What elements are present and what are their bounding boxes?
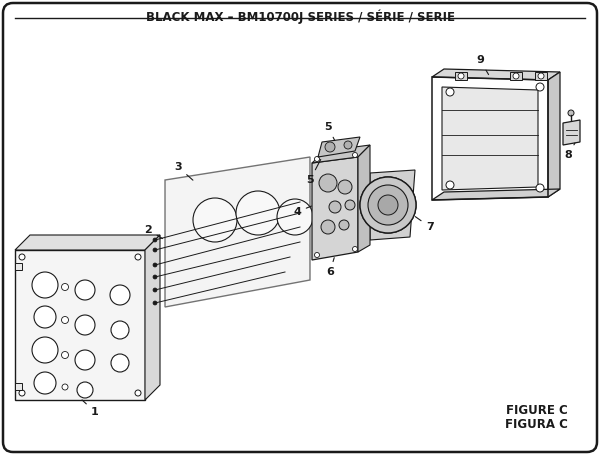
Circle shape (513, 73, 519, 79)
Circle shape (446, 88, 454, 96)
Circle shape (360, 177, 416, 233)
Circle shape (360, 177, 416, 233)
Text: 9: 9 (476, 55, 488, 75)
Circle shape (345, 200, 355, 210)
Polygon shape (312, 157, 358, 260)
Circle shape (62, 317, 68, 324)
Circle shape (135, 390, 141, 396)
Circle shape (344, 141, 352, 149)
Polygon shape (15, 263, 22, 270)
Circle shape (353, 152, 358, 157)
Polygon shape (15, 250, 145, 400)
Text: 7: 7 (415, 217, 434, 232)
Polygon shape (432, 69, 560, 80)
Circle shape (368, 185, 408, 225)
Circle shape (319, 174, 337, 192)
Circle shape (32, 337, 58, 363)
Text: FIGURA C: FIGURA C (505, 418, 568, 431)
Circle shape (193, 198, 237, 242)
Text: 4: 4 (293, 206, 311, 217)
Text: 8: 8 (564, 143, 575, 160)
Circle shape (153, 301, 157, 305)
Text: BLACK MAX – BM10700J SERIES / SÉRIE / SERIE: BLACK MAX – BM10700J SERIES / SÉRIE / SE… (146, 10, 455, 25)
Polygon shape (510, 72, 522, 80)
Circle shape (34, 306, 56, 328)
Circle shape (277, 199, 313, 235)
Text: 3: 3 (174, 162, 193, 180)
Text: 1: 1 (82, 400, 99, 417)
Circle shape (353, 247, 358, 252)
Circle shape (236, 191, 280, 235)
Circle shape (19, 254, 25, 260)
Polygon shape (535, 72, 547, 80)
Polygon shape (318, 137, 360, 157)
Circle shape (111, 321, 129, 339)
Text: 6: 6 (326, 258, 334, 277)
Polygon shape (15, 235, 160, 250)
Circle shape (153, 248, 157, 252)
Polygon shape (563, 120, 580, 145)
Circle shape (62, 384, 68, 390)
Circle shape (338, 180, 352, 194)
Circle shape (568, 110, 574, 116)
Circle shape (325, 142, 335, 152)
Circle shape (153, 238, 157, 242)
Circle shape (536, 83, 544, 91)
Circle shape (368, 185, 408, 225)
Circle shape (446, 181, 454, 189)
Text: 5: 5 (306, 159, 321, 185)
Polygon shape (165, 157, 310, 307)
Text: 5: 5 (324, 122, 335, 141)
Circle shape (62, 283, 68, 290)
Text: 2: 2 (144, 225, 163, 238)
Circle shape (378, 195, 398, 215)
Polygon shape (312, 145, 370, 163)
Circle shape (75, 315, 95, 335)
Circle shape (339, 220, 349, 230)
Circle shape (110, 285, 130, 305)
Circle shape (75, 350, 95, 370)
Polygon shape (442, 87, 538, 190)
Polygon shape (455, 72, 467, 80)
Circle shape (314, 157, 320, 162)
Circle shape (19, 390, 25, 396)
Circle shape (62, 352, 68, 359)
Circle shape (329, 201, 341, 213)
Polygon shape (358, 145, 370, 252)
Circle shape (458, 73, 464, 79)
Circle shape (378, 195, 398, 215)
Circle shape (538, 73, 544, 79)
Circle shape (77, 382, 93, 398)
Polygon shape (145, 235, 160, 400)
Polygon shape (548, 72, 560, 197)
Circle shape (536, 184, 544, 192)
Polygon shape (432, 189, 560, 200)
Circle shape (111, 354, 129, 372)
Circle shape (135, 254, 141, 260)
Circle shape (153, 275, 157, 279)
Circle shape (75, 280, 95, 300)
Circle shape (314, 253, 320, 258)
Polygon shape (15, 383, 22, 390)
Text: FIGURE C: FIGURE C (506, 404, 568, 417)
Circle shape (321, 220, 335, 234)
Circle shape (153, 263, 157, 267)
Circle shape (153, 288, 157, 292)
Polygon shape (370, 170, 415, 240)
Circle shape (34, 372, 56, 394)
Circle shape (32, 272, 58, 298)
